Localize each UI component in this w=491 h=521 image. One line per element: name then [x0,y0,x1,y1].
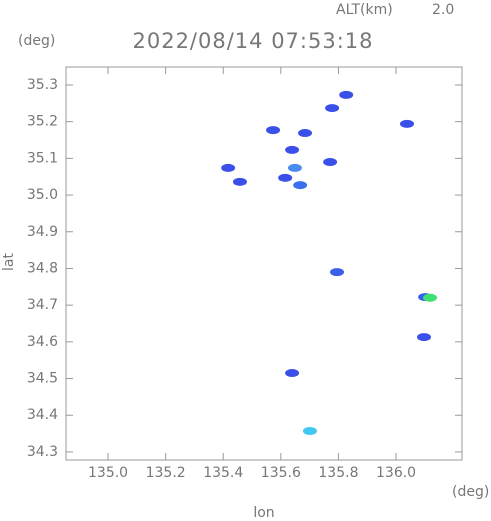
echo-cell [399,119,414,128]
y-unit: (deg) [18,33,55,49]
x-tick-label: 135.0 [88,465,128,481]
y-tick-label: 34.7 [27,297,58,313]
echo-cell [232,177,247,186]
y-tick-label: 34.6 [27,334,58,350]
y-tick-label: 34.8 [27,260,58,276]
echo-cell [416,333,431,342]
x-tick-label: 135.8 [318,465,358,481]
y-tick-label: 35.0 [27,187,58,203]
echo-cell [285,369,300,378]
echo-cell [325,104,340,113]
echo-cell [287,163,302,172]
echo-cell [293,181,308,190]
plot-frame [65,66,463,461]
echo-cell [423,293,438,302]
echo-cell [278,173,293,182]
x-tick-label: 136.0 [376,465,416,481]
echo-cell [221,163,236,172]
y-axis-title: lat [1,253,17,271]
y-tick-label: 35.2 [27,114,58,130]
y-tick-label: 34.9 [27,224,58,240]
x-tick-label: 135.6 [261,465,301,481]
chart-title: 2022/08/14 07:53:18 [132,29,373,53]
echo-cell [266,126,281,135]
altitude-label: ALT(km) [336,2,393,18]
x-axis-title: lon [253,505,274,521]
echo-cell [285,145,300,154]
x-tick-label: 135.4 [203,465,243,481]
echo-cell [339,90,354,99]
y-tick-label: 34.4 [27,407,58,423]
x-tick-label: 135.2 [146,465,186,481]
y-tick-label: 35.1 [27,150,58,166]
x-unit: (deg) [452,484,489,500]
echo-cell [298,129,313,138]
echo-cell [323,158,338,167]
y-tick-label: 34.3 [27,444,58,460]
y-tick-label: 35.3 [27,77,58,93]
echo-cell [330,268,345,277]
altitude-value: 2.0 [432,2,454,18]
y-tick-label: 34.5 [27,371,58,387]
echo-cell [302,427,317,436]
